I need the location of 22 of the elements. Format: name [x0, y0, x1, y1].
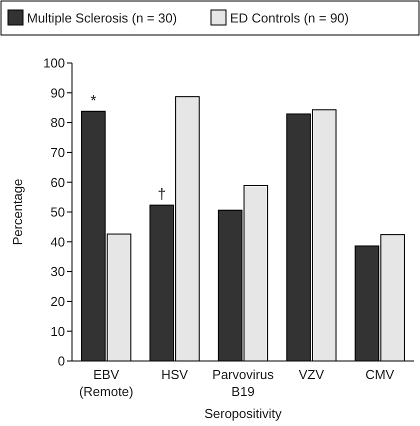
y-tick-label: 40 — [50, 234, 65, 250]
x-axis-title: Seropositivity — [204, 406, 282, 421]
legend-label: ED Controls (n = 90) — [230, 10, 349, 26]
x-tick-label: HSV — [161, 367, 188, 382]
x-tick-label: Parvovirus B19 — [212, 367, 274, 399]
y-tick-label: 20 — [50, 294, 65, 309]
y-tick-label: 60 — [50, 174, 65, 190]
y-tick-label: 0 — [58, 354, 65, 369]
y-tick-label: 80 — [50, 115, 65, 130]
x-tick-label: CMV — [365, 367, 395, 382]
y-axis-title: Percentage — [10, 178, 25, 246]
y-tick-label: 10 — [50, 324, 65, 339]
y-tick-label: 30 — [50, 264, 65, 280]
x-tick-label: EBV (Remote) — [79, 367, 134, 399]
annotation: * — [90, 92, 96, 110]
y-tick-label: 70 — [50, 144, 65, 160]
annotation: † — [158, 186, 166, 204]
y-tick-label: 50 — [50, 204, 65, 220]
y-tick-label: 90 — [50, 85, 65, 100]
legend-label: Multiple Sclerosis (n = 30) — [27, 10, 177, 26]
x-tick-label: VZV — [298, 367, 324, 382]
y-tick-label: 100 — [43, 56, 65, 71]
